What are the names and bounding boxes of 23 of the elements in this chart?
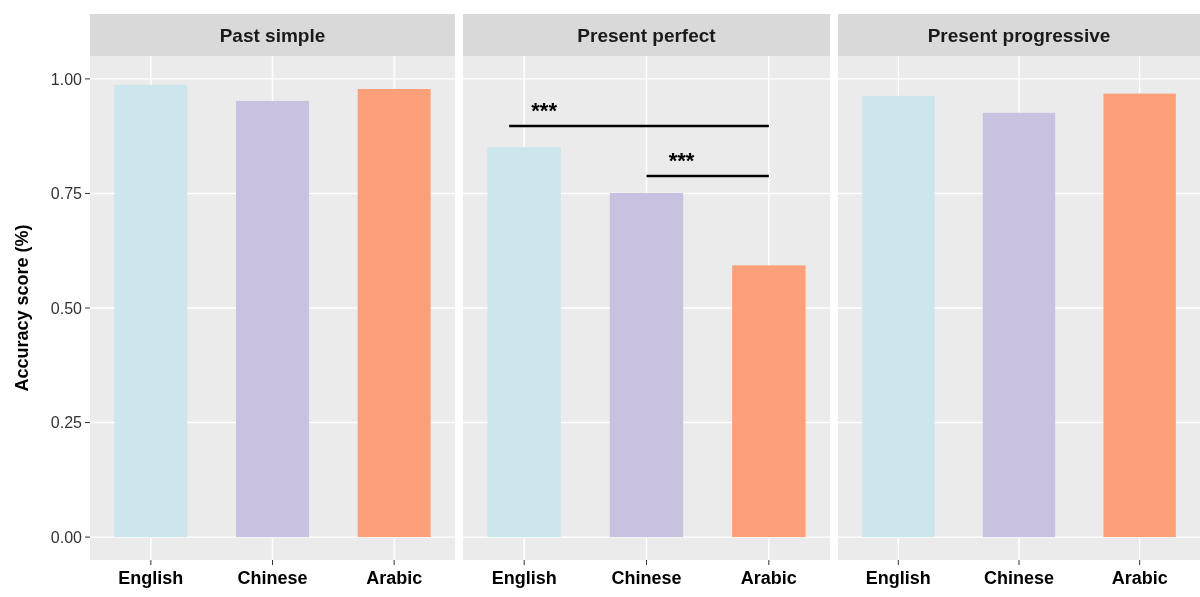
annotation: ***: [531, 98, 558, 123]
y-tick-label: 0.50: [50, 299, 83, 317]
x-tick-label: English: [491, 568, 557, 589]
bar: [357, 88, 431, 538]
bar: [236, 100, 309, 538]
x-tick-label: Chinese: [611, 568, 682, 589]
x-tick-label: English: [865, 568, 931, 589]
x-tick-label: Arabic: [1111, 568, 1168, 589]
y-axis-title: Accuracy score (%): [12, 224, 32, 392]
y-tick-label: 0.25: [50, 414, 83, 432]
x-tick-label: English: [118, 568, 184, 589]
y-tick-label: 0.00: [50, 528, 83, 546]
annotation: ***: [668, 148, 695, 173]
x-tick-label: Arabic: [366, 568, 423, 589]
x-tick-label: Chinese: [237, 568, 308, 589]
chart-title: Past simple: [219, 24, 326, 46]
chart-title: Present perfect: [577, 24, 717, 46]
y-tick-label: 0.75: [50, 185, 83, 203]
chart-title: Present progressive: [927, 24, 1111, 46]
bar: [114, 84, 188, 538]
x-tick-label: Chinese: [983, 568, 1055, 589]
y-tick-label: 1.00: [50, 70, 83, 88]
x-tick-label: Arabic: [740, 568, 797, 589]
